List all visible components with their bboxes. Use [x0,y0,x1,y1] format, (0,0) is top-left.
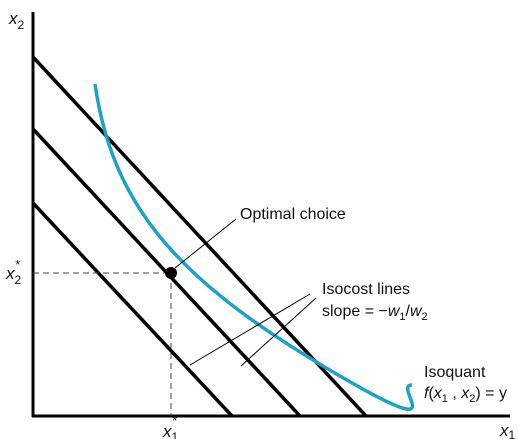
isocost-line-3 [31,55,368,418]
optimal-point [165,267,177,279]
isoquant-function-label: f(x1 , x2) = y [424,385,507,405]
isoquant-curve [93,83,415,411]
isocost-slope-label: slope = −w1/w2 [322,303,428,323]
optimal-callout [174,218,237,269]
isocost-callout-1 [189,293,311,366]
y-axis-label: x2 [8,9,25,32]
isocost-lines-label: Isocost lines [322,281,410,298]
optimal-choice-label: Optimal choice [240,206,346,223]
isoquant-label: Isoquant [424,364,486,381]
isocost-callout-2 [240,297,317,367]
x-star-label: x1* [162,413,179,439]
x-axis-label: x1 [499,421,516,439]
y-star-label: x2* [5,257,22,287]
isocost-line-1 [31,201,234,418]
